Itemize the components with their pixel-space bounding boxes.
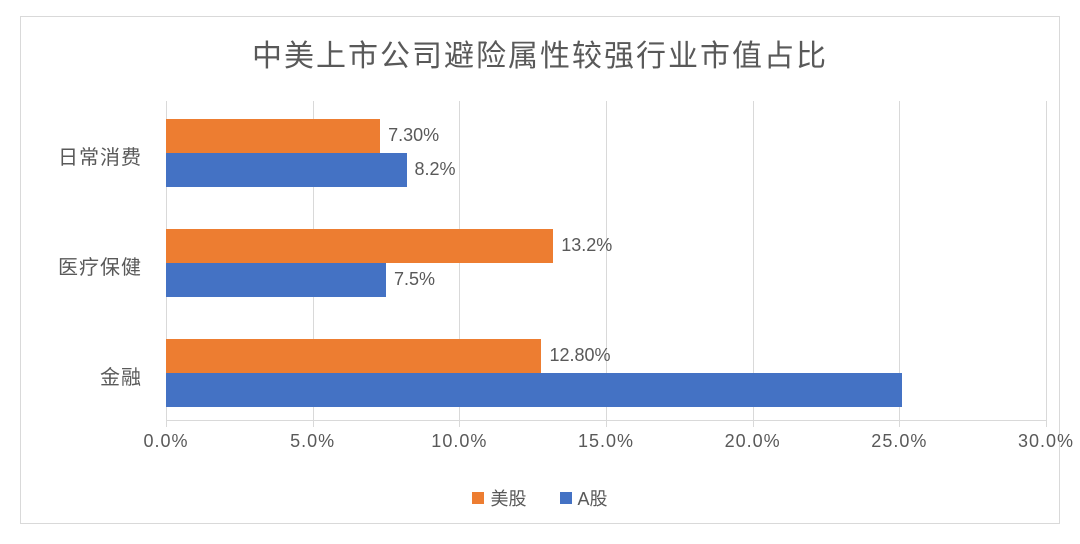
x-tick — [753, 421, 754, 427]
chart-container: 中美上市公司避险属性较强行业市值占比 0.0%5.0%10.0%15.0%20.… — [20, 16, 1060, 524]
bar — [166, 263, 386, 297]
x-tick — [459, 421, 460, 427]
legend-item: A股 — [560, 485, 608, 511]
gridline — [1046, 101, 1047, 421]
legend: 美股 A股 — [21, 485, 1059, 511]
bar-value-label: 7.5% — [394, 269, 435, 290]
bar-value-label: 13.2% — [561, 235, 612, 256]
x-tick-label: 0.0% — [143, 431, 188, 452]
chart-title: 中美上市公司避险属性较强行业市值占比 — [21, 31, 1059, 75]
legend-label: 美股 — [490, 485, 526, 511]
legend-item: 美股 — [472, 485, 526, 511]
y-category-label: 日常消费 — [58, 141, 142, 170]
x-tick — [606, 421, 607, 427]
x-tick — [313, 421, 314, 427]
x-tick-label: 20.0% — [725, 431, 781, 452]
bar-value-label: 7.30% — [388, 125, 439, 146]
x-tick-label: 15.0% — [578, 431, 634, 452]
x-tick-label: 30.0% — [1018, 431, 1074, 452]
bar-value-label: 8.2% — [415, 159, 456, 180]
legend-swatch-icon — [560, 492, 572, 504]
legend-label: A股 — [578, 485, 608, 511]
bar-value-label: 12.80% — [549, 345, 610, 366]
bar — [166, 373, 902, 407]
x-tick — [166, 421, 167, 427]
plot-area: 0.0%5.0%10.0%15.0%20.0%25.0%30.0%日常消费7.3… — [166, 101, 1046, 421]
bar — [166, 153, 407, 187]
x-tick — [1046, 421, 1047, 427]
bar — [166, 119, 380, 153]
bar — [166, 229, 553, 263]
y-category-label: 金融 — [100, 361, 142, 390]
legend-swatch-icon — [472, 492, 484, 504]
x-tick-label: 25.0% — [871, 431, 927, 452]
x-tick-label: 5.0% — [290, 431, 335, 452]
x-tick — [899, 421, 900, 427]
bar — [166, 339, 541, 373]
x-tick-label: 10.0% — [431, 431, 487, 452]
y-category-label: 医疗保健 — [58, 251, 142, 280]
